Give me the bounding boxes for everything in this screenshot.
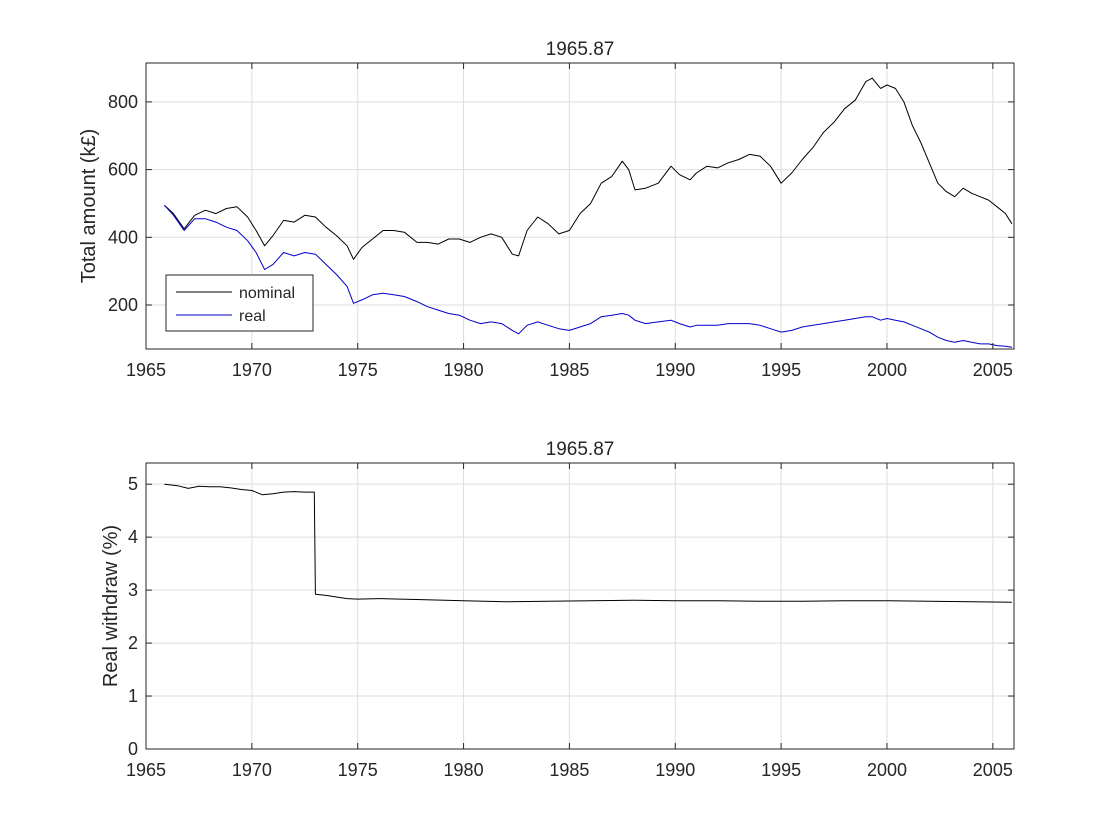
y-tick-label: 2 <box>128 633 138 653</box>
y-tick-label: 800 <box>108 92 138 112</box>
x-tick-label: 1965 <box>126 760 166 780</box>
bottom-chart-title: 1965.87 <box>546 439 615 460</box>
y-tick-label: 5 <box>128 474 138 494</box>
top-chart-y-axis-label: Total amount (k£) <box>78 129 100 284</box>
axes-box <box>145 62 1015 350</box>
x-tick-label: 1975 <box>338 760 378 780</box>
axes-box <box>145 462 1015 750</box>
x-tick-label: 1995 <box>761 360 801 380</box>
x-tick-label: 1990 <box>655 360 695 380</box>
y-tick-label: 600 <box>108 160 138 180</box>
x-tick-label: 1970 <box>232 760 272 780</box>
x-tick-label: 1980 <box>444 360 484 380</box>
legend-box <box>165 274 314 332</box>
x-tick-label: 1965 <box>126 360 166 380</box>
bottom-chart-y-axis-label: Real withdraw (%) <box>100 525 122 687</box>
x-tick-label: 2005 <box>973 360 1013 380</box>
legend-label-real: real <box>239 308 266 325</box>
y-tick-label: 4 <box>128 527 138 547</box>
x-tick-label: 1985 <box>549 760 589 780</box>
y-tick-label: 1 <box>128 686 138 706</box>
bottom-chart-grid <box>145 463 1014 750</box>
y-tick-label: 0 <box>128 739 138 759</box>
bottom-chart-series <box>164 483 1012 603</box>
bottom-chart-panel: 1965 1970 1975 1980 1985 1990 1995 2000 2005 0 1 2 3… <box>100 439 1015 780</box>
x-tick-label: 1995 <box>761 760 801 780</box>
top-chart-title: 1965.87 <box>546 39 615 60</box>
top-chart-grid <box>145 63 1014 349</box>
y-tick-label: 3 <box>128 580 138 600</box>
top-chart-panel: 1965 1970 1975 1980 1985 1990 1995 2000 2005 200 4… <box>78 39 1015 380</box>
x-tick-label: 2000 <box>867 360 907 380</box>
top-chart-legend: nominal real <box>165 274 314 332</box>
series-line-real <box>164 204 1012 348</box>
series-line-nominal <box>164 77 1013 260</box>
top-chart-ticks: 1965 1970 1975 1980 1985 1990 1995 2000 2005 200 4… <box>108 63 1014 380</box>
bottom-chart-ticks: 1965 1970 1975 1980 1985 1990 1995 2000 2005 0 1 2 3… <box>126 463 1014 780</box>
series-line-series-0 <box>164 483 1012 603</box>
x-tick-label: 1970 <box>232 360 272 380</box>
legend-label-nominal: nominal <box>239 285 295 302</box>
x-tick-label: 1990 <box>655 760 695 780</box>
x-tick-label: 1985 <box>549 360 589 380</box>
y-tick-label: 400 <box>108 227 138 247</box>
y-tick-label: 200 <box>108 295 138 315</box>
x-tick-label: 2000 <box>867 760 907 780</box>
x-tick-label: 2005 <box>973 760 1013 780</box>
x-tick-label: 1980 <box>444 760 484 780</box>
x-tick-label: 1975 <box>338 360 378 380</box>
bottom-chart-axes <box>145 462 1015 750</box>
top-chart-axes <box>145 62 1015 350</box>
top-chart-series <box>164 77 1013 348</box>
